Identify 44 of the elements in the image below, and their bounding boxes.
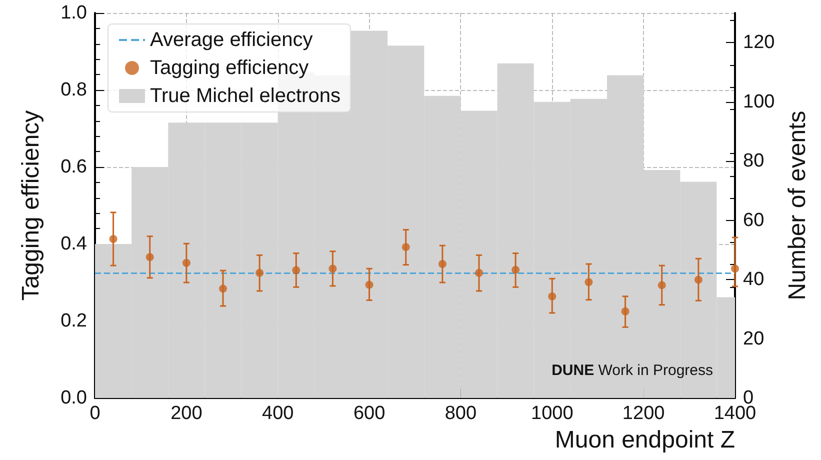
x-tick-label: 0: [90, 403, 100, 424]
point: [584, 278, 593, 286]
legend-label: Tagging efficiency: [150, 57, 309, 79]
point: [512, 266, 520, 274]
x-tick-label: 1200: [622, 403, 665, 424]
point: [365, 280, 374, 289]
point: [548, 292, 556, 300]
legend-label: True Michel electrons: [150, 85, 340, 107]
point: [402, 243, 410, 252]
annotation: DUNE Work in Progress: [552, 362, 714, 379]
point: [256, 268, 264, 277]
point: [438, 260, 446, 268]
y2-axis-title: Number of events: [784, 110, 812, 300]
x-axis-title: Muon endpoint Z: [554, 426, 735, 454]
point: [182, 258, 190, 267]
y-tick-label: 0.0: [60, 388, 87, 408]
y-tick-label: 0.2: [60, 310, 87, 332]
y-tick-label: 0.8: [60, 80, 87, 100]
y2-tick-label: 60: [743, 210, 764, 231]
point: [621, 307, 630, 316]
y2-tick-label: 20: [743, 328, 764, 350]
point: [731, 264, 739, 273]
y-tick-label: 0.6: [60, 156, 87, 178]
y-tick-label: 1.0: [60, 2, 87, 24]
point: [219, 284, 227, 293]
x-tick-label: 600: [353, 403, 386, 424]
point: [475, 268, 483, 277]
point: [658, 281, 666, 290]
point: [109, 234, 118, 243]
point: [694, 276, 702, 284]
x-tick-label: 200: [170, 403, 202, 424]
x-tick-label: 400: [262, 403, 294, 424]
x-tick-label: 800: [444, 403, 477, 424]
y-tick-label: 0.4: [60, 234, 88, 254]
x-tick-label: 1000: [531, 403, 574, 424]
y2-tick-label: 100: [743, 91, 775, 112]
y2-tick-label: 40: [743, 269, 764, 290]
point: [146, 253, 154, 262]
point: [328, 264, 337, 273]
legend-label: Average efficiency: [150, 29, 313, 51]
point: [292, 266, 300, 274]
y-axis-title: Tagging efficiency: [18, 110, 44, 301]
y2-tick-label: 120: [743, 32, 775, 54]
y2-tick-label: 80: [743, 150, 764, 172]
